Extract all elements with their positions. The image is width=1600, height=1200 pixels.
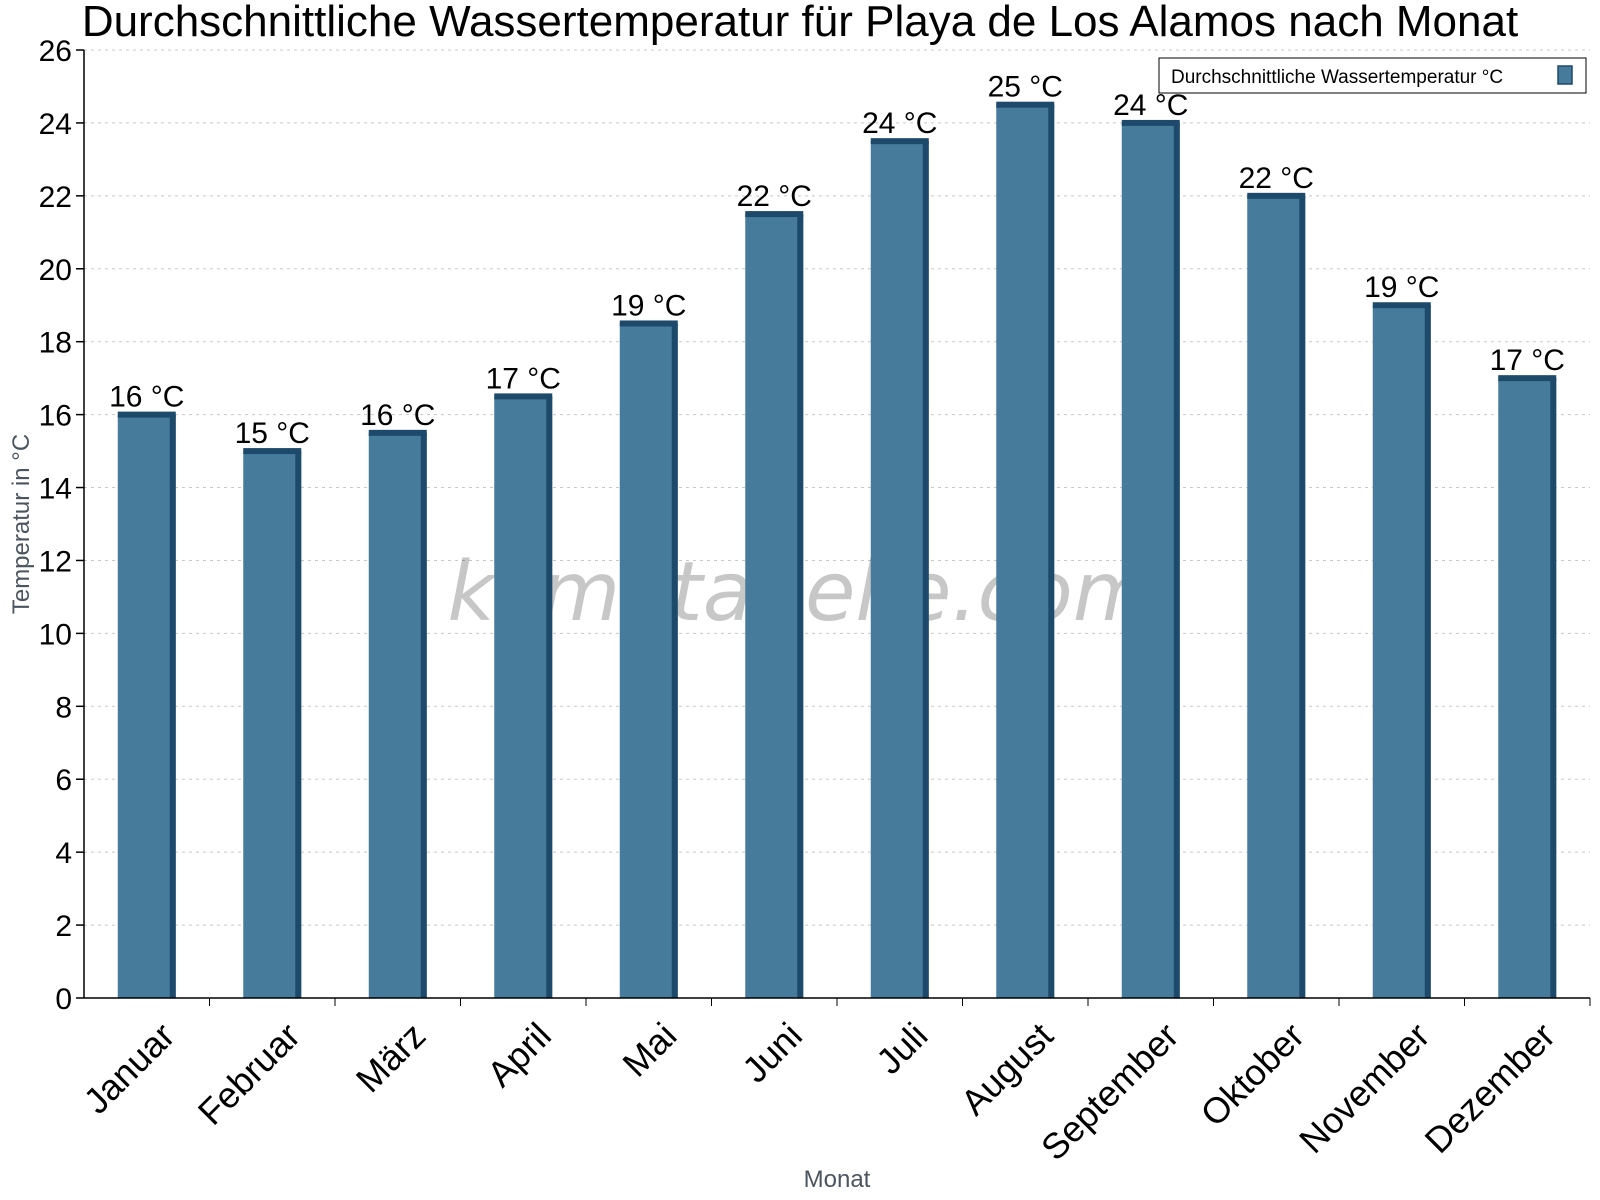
data-label: 16 °C (109, 381, 184, 414)
y-tick-label: 24 (39, 108, 72, 141)
bar-cap (996, 101, 1055, 108)
chart-title: Durchschnittliche Wassertemperatur für P… (82, 0, 1518, 46)
bar-side (546, 396, 553, 998)
y-tick-label: 2 (55, 910, 72, 943)
data-label: 15 °C (235, 417, 310, 450)
data-labels: 16 °C 15 °C 16 °C 17 °C 19 °C 22 °C 24 °C 25 °C… (109, 71, 1565, 450)
data-label: 24 °C (862, 107, 937, 140)
data-label: 19 °C (611, 289, 686, 322)
bar[interactable] (1121, 122, 1180, 998)
bar-side (169, 414, 176, 999)
bar[interactable] (243, 451, 302, 999)
bar[interactable] (494, 396, 553, 998)
legend[interactable]: Durchschnittliche Wassertemperatur °C (1158, 57, 1587, 94)
bar[interactable] (1247, 195, 1306, 998)
bar[interactable] (870, 141, 929, 999)
data-label: 17 °C (1490, 344, 1565, 377)
bar[interactable] (368, 432, 427, 998)
bar[interactable] (619, 323, 678, 998)
bar-side (1424, 305, 1431, 998)
bar-side (295, 451, 302, 999)
bar-side (797, 214, 804, 999)
bar-side (1173, 122, 1180, 998)
y-tick-label: 10 (39, 618, 72, 651)
data-label: 19 °C (1364, 271, 1439, 304)
data-label: 24 °C (1113, 89, 1188, 122)
bar-cap (1247, 192, 1306, 199)
y-tick-label: 16 (39, 400, 72, 433)
y-tick-label: 0 (55, 983, 72, 1016)
bar-cap (494, 393, 553, 400)
bar-side (1299, 195, 1306, 998)
bar[interactable] (996, 104, 1055, 998)
x-axis-title: Monat (804, 1166, 871, 1193)
bar-side (1048, 104, 1055, 998)
legend-box (1158, 57, 1587, 94)
bar-cap (368, 429, 427, 436)
bar[interactable] (745, 214, 804, 999)
data-label: 16 °C (360, 399, 435, 432)
bar-side (671, 323, 678, 998)
bar-cap (243, 448, 302, 455)
bar-cap (619, 320, 678, 327)
bar-side (922, 141, 929, 999)
data-label: 25 °C (988, 71, 1063, 104)
y-tick-label: 8 (55, 691, 72, 724)
bar-cap (745, 211, 804, 218)
y-tick-label: 12 (39, 545, 72, 578)
legend-swatch (1557, 65, 1573, 85)
y-tick-label: 6 (55, 764, 72, 797)
bar-cap (1372, 302, 1431, 309)
data-label: 22 °C (1239, 162, 1314, 195)
bar[interactable] (117, 414, 176, 999)
y-tick-label: 22 (39, 181, 72, 214)
bars (117, 101, 1557, 999)
bar[interactable] (1498, 378, 1557, 999)
y-tick-label: 18 (39, 327, 72, 360)
bar[interactable] (1372, 305, 1431, 998)
y-tick-label: 4 (55, 837, 72, 870)
bar-side (420, 432, 427, 998)
data-label: 22 °C (737, 180, 812, 213)
legend-label: Durchschnittliche Wassertemperatur °C (1171, 67, 1503, 88)
y-tick-label: 20 (39, 254, 72, 287)
bar-cap (1498, 375, 1557, 382)
bar-cap (117, 411, 176, 418)
bar-cap (1121, 119, 1180, 126)
data-label: 17 °C (486, 362, 561, 395)
gridlines (84, 49, 1590, 926)
y-tick-label: 26 (39, 35, 72, 68)
y-axis-title: Temperatur in °C (8, 434, 35, 614)
bar-cap (870, 138, 929, 145)
y-tick-label: 14 (39, 473, 72, 506)
bar-side (1550, 378, 1557, 999)
